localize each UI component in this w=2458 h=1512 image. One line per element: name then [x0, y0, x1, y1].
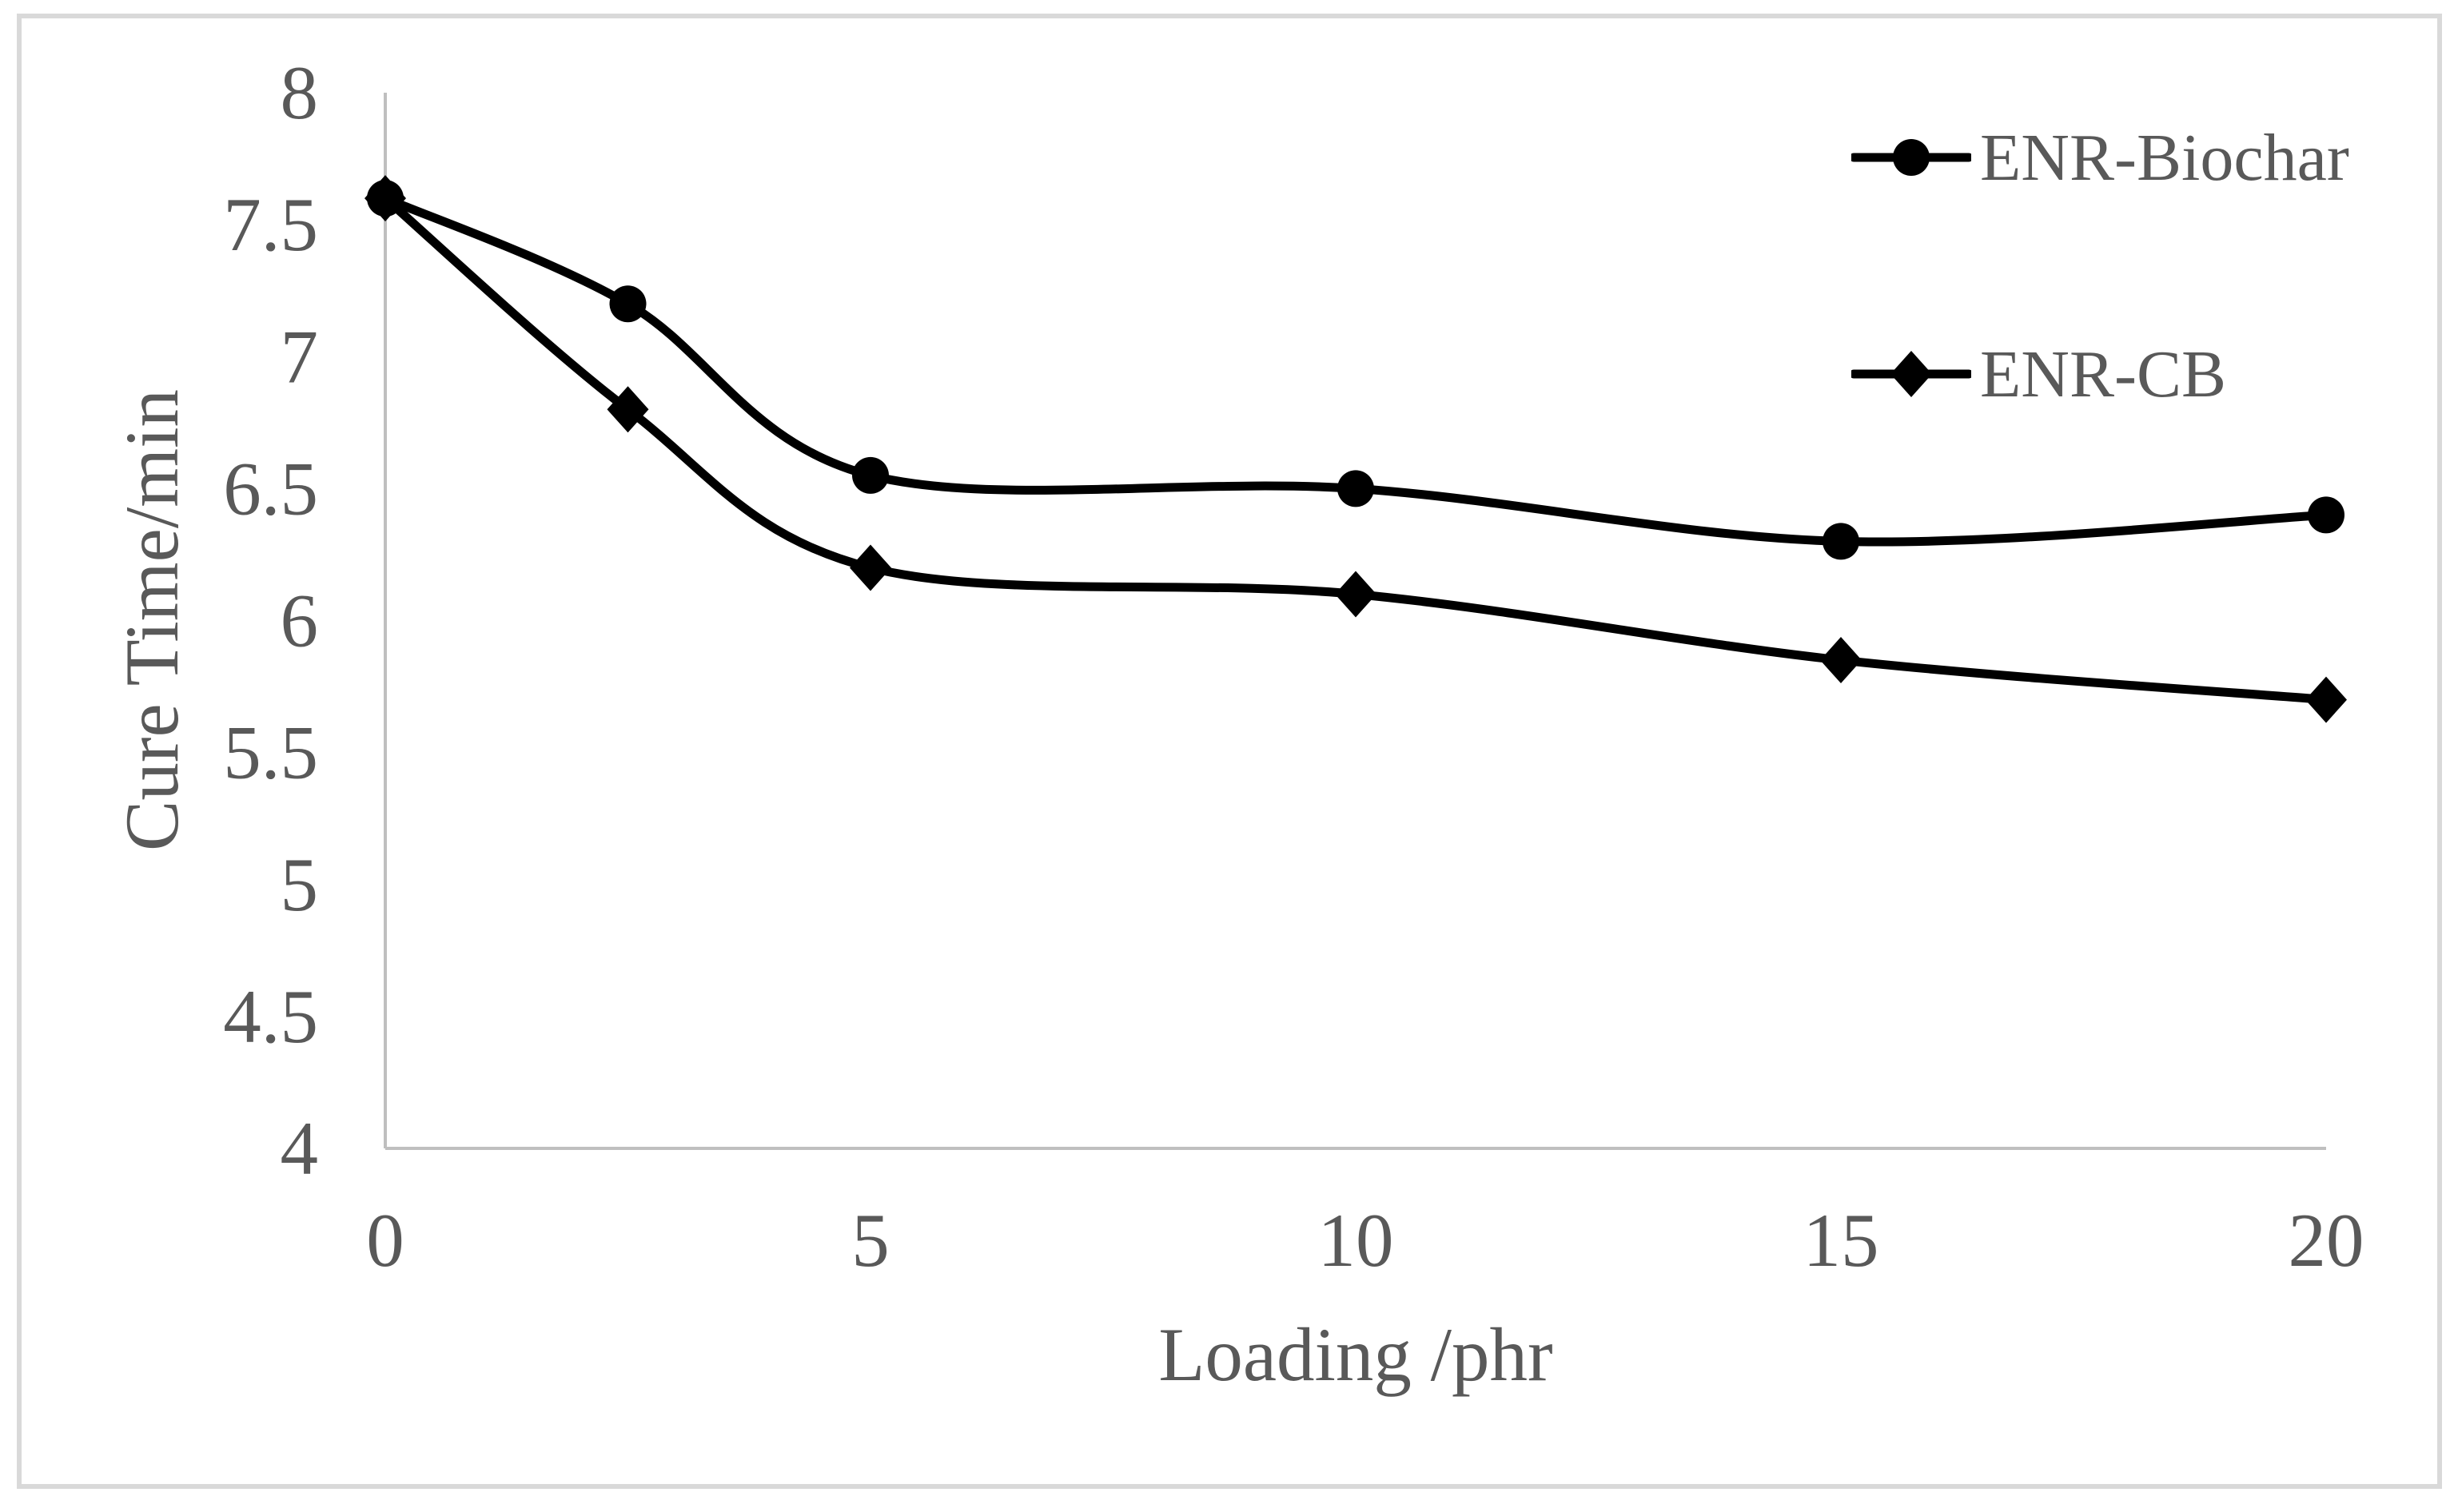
y-tick-label: 8	[281, 50, 319, 135]
legend-item-enr-cb: ENR-CB	[1851, 326, 2226, 422]
x-tick-label: 10	[1318, 1198, 1394, 1283]
y-tick-label: 6	[281, 579, 319, 663]
y-tick-label: 7.5	[223, 182, 318, 267]
y-tick-label: 6.5	[223, 446, 318, 531]
diamond-data-point-marker	[365, 175, 406, 222]
circle-data-point-marker	[1337, 470, 1374, 507]
x-axis-title: Loading /phr	[1158, 1312, 1553, 1397]
series-line-enr-cb	[380, 193, 2331, 705]
x-tick-label: 20	[2289, 1198, 2364, 1283]
diamond-data-point-marker	[1335, 571, 1376, 618]
x-tick-label: 0	[366, 1198, 404, 1283]
y-tick-label: 5.5	[223, 710, 318, 795]
diamond-data-point-marker	[607, 386, 649, 433]
y-axis-title: Cure Time/min	[110, 388, 194, 852]
legend-item-enr-biochar: ENR-Biochar	[1851, 109, 2349, 205]
diamond-marker-glyph	[1890, 351, 1932, 397]
x-tick-label: 15	[1803, 1198, 1879, 1283]
circle-data-point-marker	[609, 285, 647, 323]
legend-label: ENR-Biochar	[1980, 120, 2349, 195]
diamond-data-point-marker	[850, 544, 891, 591]
circle-data-point-marker	[2308, 496, 2344, 534]
legend-label: ENR-CB	[1980, 336, 2227, 412]
circle-marker-glyph	[1893, 139, 1930, 176]
diamond-marker-icon	[1851, 351, 1971, 397]
diamond-data-point-marker	[2305, 676, 2347, 723]
y-tick-label: 7	[281, 314, 319, 399]
diamond-data-point-marker	[1820, 637, 1862, 684]
x-tick-label: 5	[851, 1198, 890, 1283]
y-tick-label: 5	[281, 842, 319, 927]
circle-data-point-marker	[1823, 523, 1859, 560]
series-enr-cb	[365, 175, 2347, 723]
y-tick-label: 4	[281, 1106, 319, 1191]
y-tick-label: 4.5	[223, 974, 318, 1059]
figure-border	[17, 14, 2442, 1489]
circle-data-point-marker	[852, 456, 889, 494]
circle-marker-icon	[1851, 139, 1971, 176]
